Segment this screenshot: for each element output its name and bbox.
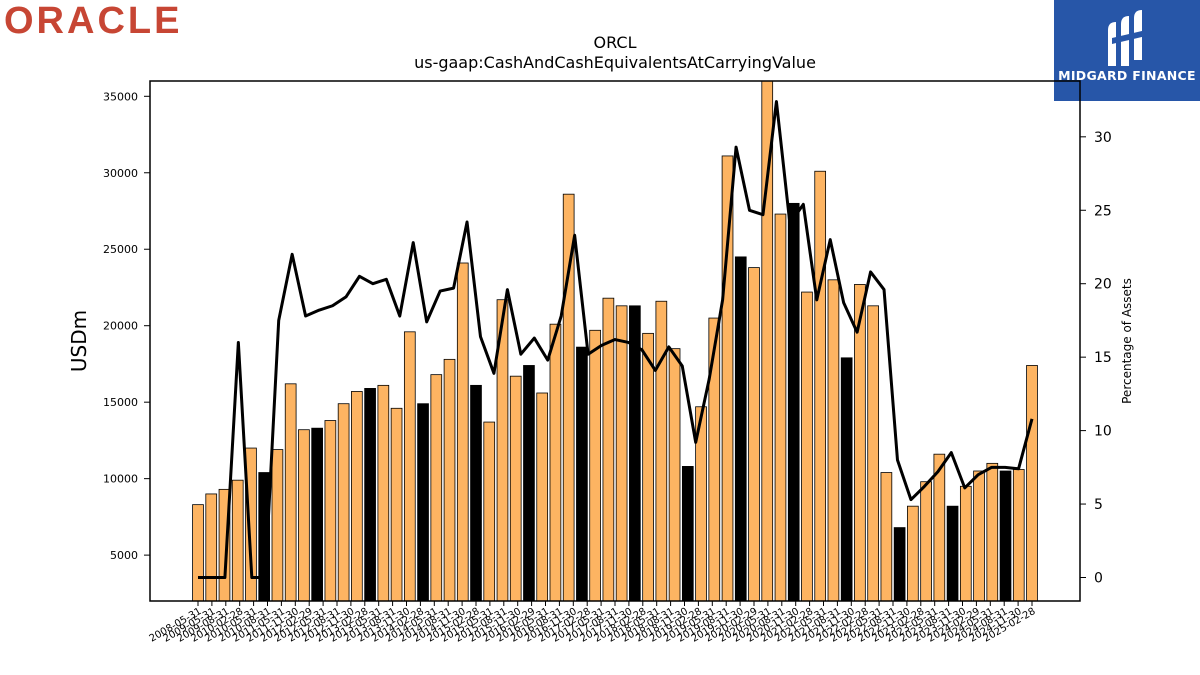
bar (509, 375, 522, 602)
y2-tick-label: 10 (1094, 424, 1112, 440)
bar (311, 427, 323, 602)
bar (549, 323, 562, 602)
bar (748, 267, 760, 602)
bar (973, 470, 985, 602)
line-layer (198, 100, 1034, 579)
bar (814, 170, 827, 602)
bar (1012, 469, 1025, 602)
bar (867, 305, 879, 602)
y-tick-label: 5000 (110, 549, 138, 562)
bar (364, 388, 376, 602)
y2-tick-label: 20 (1094, 277, 1112, 293)
percentage-line (198, 100, 1034, 579)
bar (907, 505, 919, 602)
y-axis-right: 0 5 10 15 20 25 30 (1080, 130, 1112, 586)
bar (893, 527, 906, 602)
midgard-mark-icon (1108, 10, 1146, 66)
y-tick-label: 35000 (103, 90, 138, 103)
bar (403, 331, 416, 602)
bar (430, 374, 443, 602)
bar (642, 332, 654, 602)
y2-tick-label: 30 (1094, 130, 1112, 146)
bar (721, 155, 734, 602)
bar (337, 403, 350, 602)
bar (629, 305, 641, 602)
bar (801, 291, 813, 602)
bars-layer (192, 80, 1038, 602)
bar (589, 329, 601, 602)
bar (205, 493, 218, 602)
bar (390, 407, 403, 602)
bar (298, 429, 310, 602)
bar (681, 466, 694, 602)
oracle-logo: ORACLE (4, 0, 183, 42)
bar (1026, 365, 1038, 602)
bar (615, 305, 628, 602)
bar (324, 420, 337, 602)
y2-axis-label: Percentage of Assets (1120, 278, 1134, 404)
bar (708, 317, 721, 602)
bar (946, 505, 959, 602)
y-axis-left: 5000 10000 15000 20000 25000 30000 35000 (103, 90, 150, 562)
bar (417, 403, 429, 602)
y-tick-label: 25000 (103, 243, 138, 256)
y-tick-label: 15000 (103, 396, 138, 409)
bar (536, 392, 549, 602)
chart-title: ORCL (594, 33, 637, 52)
bar (470, 384, 482, 602)
bar (920, 481, 932, 602)
bar (734, 256, 747, 602)
bar (774, 213, 787, 602)
bar (456, 262, 469, 602)
bar (377, 384, 390, 602)
bar (523, 365, 535, 602)
bar (231, 479, 244, 602)
y2-tick-label: 25 (1094, 203, 1112, 219)
bar (787, 202, 800, 602)
bar (840, 357, 853, 602)
y-axis-label: USDm (67, 310, 91, 372)
chart-subtitle: us-gaap:CashAndCashEquivalentsAtCarrying… (414, 53, 816, 72)
bar (351, 391, 363, 602)
bar (483, 421, 496, 602)
midgard-brand-text: MIDGARD FINANCE (1058, 68, 1196, 83)
midgard-finance-logo: MIDGARD FINANCE (1054, 0, 1200, 101)
bar (880, 472, 893, 602)
y2-tick-label: 5 (1094, 497, 1103, 513)
bar (655, 300, 668, 602)
x-axis: 2008-05-312009-05-312009-08-312010-02-28… (148, 601, 1038, 645)
y-tick-label: 30000 (103, 167, 138, 180)
bar (443, 358, 456, 602)
y-tick-label: 10000 (103, 473, 138, 486)
bar (192, 504, 204, 602)
bar (668, 348, 681, 602)
bar (986, 462, 999, 602)
bar (271, 449, 284, 602)
y2-tick-label: 0 (1094, 570, 1103, 586)
y-tick-label: 20000 (103, 320, 138, 333)
bar (999, 470, 1012, 602)
bar (827, 279, 840, 602)
bar (959, 485, 972, 602)
bar (284, 383, 297, 602)
y2-tick-label: 15 (1094, 350, 1112, 366)
bar (576, 346, 588, 602)
